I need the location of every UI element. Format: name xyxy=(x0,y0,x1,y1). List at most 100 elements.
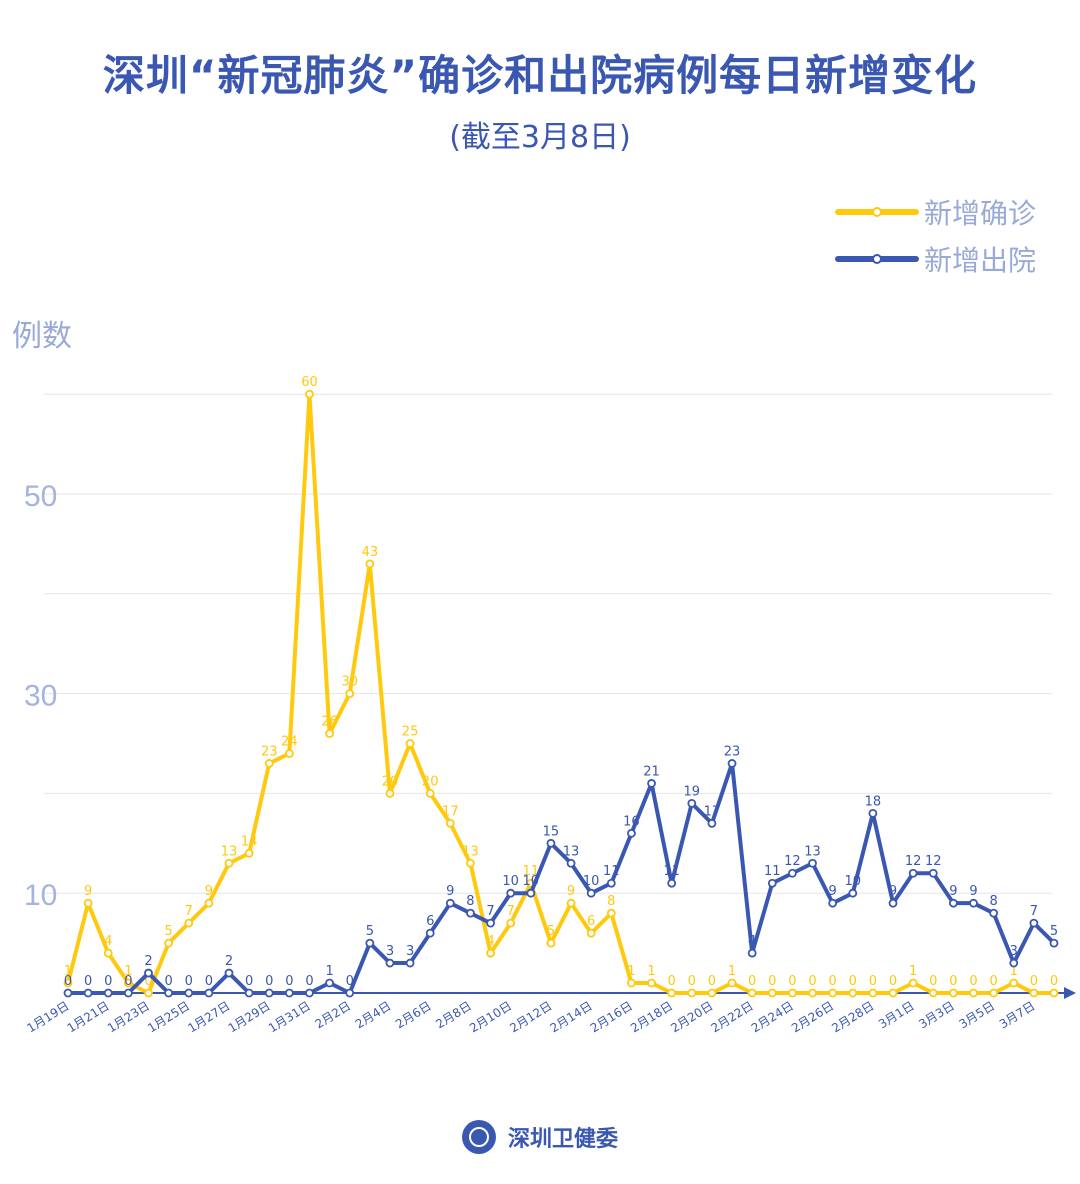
confirmed-data-label: 0 xyxy=(748,974,756,989)
discharged-data-label: 7 xyxy=(486,904,494,919)
confirmed-data-label: 14 xyxy=(241,834,258,849)
legend: 新增确诊 新增出院 xyxy=(835,198,1036,276)
discharged-data-label: 0 xyxy=(346,974,354,989)
health-commission-seal-icon xyxy=(461,1120,496,1154)
x-tick-label: 2月20日 xyxy=(668,999,715,1036)
discharged-data-label: 7 xyxy=(1030,904,1038,919)
confirmed-data-label: 43 xyxy=(362,545,379,560)
x-tick-label: 2月24日 xyxy=(749,999,796,1036)
x-tick-label: 1月31日 xyxy=(266,999,313,1036)
discharged-point xyxy=(103,988,113,998)
confirmed-point xyxy=(606,908,616,918)
discharged-point xyxy=(184,988,194,998)
confirmed-data-label: 0 xyxy=(1030,974,1038,989)
discharged-data-label: 6 xyxy=(426,914,434,929)
confirmed-data-label: 0 xyxy=(708,974,716,989)
series-lines: 1941057913142324602630432025201713471159… xyxy=(63,375,1059,998)
discharged-point xyxy=(325,978,334,988)
discharged-point xyxy=(345,988,355,998)
discharged-data-label: 13 xyxy=(563,844,580,859)
discharged-data-label: 3 xyxy=(386,944,394,959)
confirmed-data-label: 17 xyxy=(442,804,459,819)
discharged-point xyxy=(486,918,495,928)
discharged-data-label: 0 xyxy=(84,974,92,989)
discharged-data-label: 15 xyxy=(543,824,560,839)
confirmed-data-label: 30 xyxy=(341,675,358,690)
discharged-data-label: 2 xyxy=(144,954,152,969)
discharged-point xyxy=(928,868,938,878)
confirmed-point xyxy=(204,898,214,908)
discharged-point xyxy=(647,779,656,788)
discharged-data-label: 0 xyxy=(265,974,273,989)
confirmed-point xyxy=(405,739,415,748)
discharged-point xyxy=(164,988,174,998)
discharged-data-label: 23 xyxy=(724,744,741,759)
discharged-point xyxy=(627,828,636,838)
discharged-point xyxy=(969,898,978,908)
confirmed-data-label: 0 xyxy=(889,974,897,989)
discharged-data-label: 3 xyxy=(1010,944,1018,959)
discharged-data-label: 2 xyxy=(225,954,233,969)
confirmed-data-label: 4 xyxy=(104,934,112,949)
confirmed-point xyxy=(647,978,656,988)
footer-org-name: 深圳卫健委 xyxy=(507,1127,618,1152)
confirmed-data-label: 0 xyxy=(869,974,877,989)
discharged-point xyxy=(405,958,415,968)
discharged-data-label: 4 xyxy=(748,934,756,949)
confirmed-point xyxy=(727,978,737,988)
x-tick-label: 1月19日 xyxy=(24,999,71,1036)
x-tick-label: 2月14日 xyxy=(548,999,595,1036)
confirmed-data-label: 11 xyxy=(523,864,540,879)
confirmed-point xyxy=(989,988,999,998)
discharged-point xyxy=(747,948,757,958)
confirmed-data-label: 9 xyxy=(567,884,575,899)
confirmed-point xyxy=(103,948,113,958)
confirmed-data-label: 0 xyxy=(688,974,696,989)
confirmed-point xyxy=(767,988,777,998)
confirmed-data-label: 0 xyxy=(829,974,837,989)
x-tick-label: 3月5日 xyxy=(956,999,997,1032)
confirmed-data-label: 1 xyxy=(909,964,917,979)
discharged-data-label: 8 xyxy=(466,894,474,909)
confirmed-point xyxy=(506,918,516,928)
confirmed-point xyxy=(969,988,978,998)
y-tick-label: 50 xyxy=(24,480,57,513)
chart-subtitle: (截至3月8日) xyxy=(449,120,631,155)
confirmed-data-label: 6 xyxy=(587,914,595,929)
confirmed-data-label: 9 xyxy=(84,884,92,899)
confirmed-data-label: 0 xyxy=(849,974,857,989)
discharged-point xyxy=(546,838,556,848)
discharged-data-label: 13 xyxy=(804,844,821,859)
confirmed-point xyxy=(948,988,958,998)
discharged-data-label: 10 xyxy=(523,874,540,889)
confirmed-data-label: 0 xyxy=(1050,974,1058,989)
confirmed-data-label: 9 xyxy=(205,884,213,899)
discharged-point xyxy=(526,888,536,898)
chart-title: 深圳“新冠肺炎”确诊和出院病例每日新增变化 xyxy=(102,51,978,100)
discharged-data-label: 9 xyxy=(829,884,837,899)
confirmed-point xyxy=(144,988,153,998)
confirmed-point xyxy=(747,988,757,998)
discharged-point xyxy=(707,818,717,828)
discharged-point xyxy=(204,988,214,998)
discharged-data-label: 0 xyxy=(124,974,132,989)
confirmed-data-label: 7 xyxy=(185,904,193,919)
discharged-point xyxy=(606,878,616,888)
discharged-point xyxy=(828,898,838,908)
discharged-data-label: 11 xyxy=(603,864,620,879)
x-tick-label: 3月3日 xyxy=(916,999,957,1032)
discharged-data-label: 21 xyxy=(643,764,660,779)
confirmed-point xyxy=(184,918,194,928)
x-tick-label: 2月4日 xyxy=(353,999,394,1032)
confirmed-point xyxy=(365,559,375,569)
x-tick-label: 2月28日 xyxy=(829,999,876,1036)
discharged-data-label: 0 xyxy=(285,974,293,989)
x-tick-label: 2月6日 xyxy=(393,999,434,1032)
discharged-point xyxy=(908,868,918,878)
x-tick-label: 2月26日 xyxy=(789,999,836,1036)
confirmed-point xyxy=(566,898,576,908)
discharged-data-label: 10 xyxy=(502,874,519,889)
confirmed-point xyxy=(828,988,838,998)
